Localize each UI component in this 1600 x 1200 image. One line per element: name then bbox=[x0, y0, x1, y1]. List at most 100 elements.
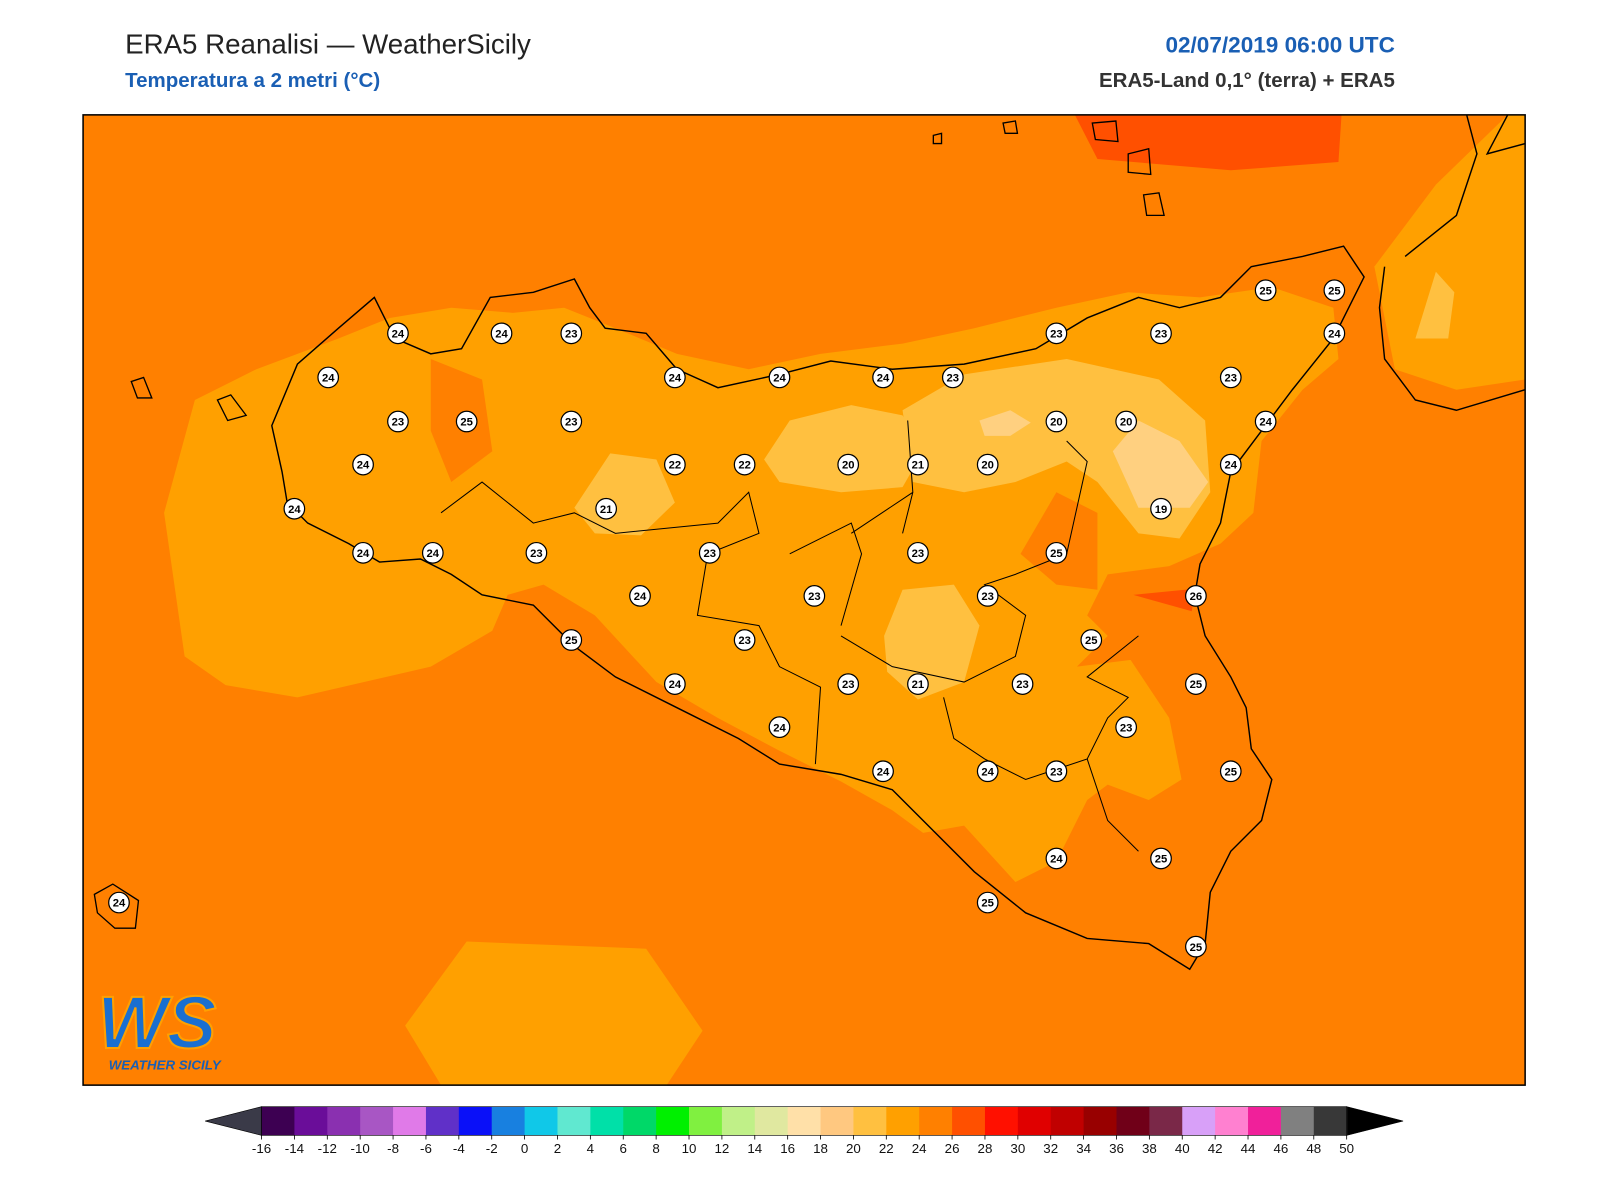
colorbar-tick-label: 8 bbox=[652, 1141, 659, 1156]
station-marker bbox=[108, 891, 130, 914]
station-value: 21 bbox=[600, 504, 613, 516]
station-value: 25 bbox=[1259, 285, 1272, 297]
station-value: 25 bbox=[1190, 942, 1203, 954]
colorbar-tick-label: 0 bbox=[521, 1141, 528, 1156]
station-marker bbox=[560, 322, 583, 345]
station-marker bbox=[1115, 716, 1138, 739]
station-value: 20 bbox=[842, 460, 855, 472]
station-value: 23 bbox=[530, 548, 543, 560]
colorbar-swatch bbox=[853, 1106, 887, 1136]
station-marker bbox=[1323, 322, 1346, 345]
colorbar-swatch bbox=[294, 1106, 328, 1136]
colorbar-tick-label: -12 bbox=[318, 1141, 337, 1156]
calabria-coast bbox=[1378, 114, 1526, 412]
source: ERA5-Land 0,1° (terra) + ERA5 bbox=[1099, 69, 1395, 92]
logo-mark: WS bbox=[97, 981, 216, 1064]
station-marker bbox=[768, 716, 791, 739]
station-value: 23 bbox=[1016, 679, 1029, 691]
station-marker bbox=[1045, 322, 1068, 345]
station-marker bbox=[629, 585, 651, 607]
colorbar-swatch bbox=[952, 1106, 986, 1136]
station-marker bbox=[1219, 760, 1242, 783]
station-value: 25 bbox=[1328, 285, 1341, 297]
station-marker bbox=[976, 760, 999, 783]
station-marker bbox=[698, 541, 721, 564]
station-marker bbox=[1045, 541, 1068, 564]
station-value: 23 bbox=[981, 591, 994, 603]
station-value: 26 bbox=[1190, 591, 1203, 603]
station-marker bbox=[941, 366, 964, 389]
title: ERA5 Reanalisi — WeatherSicily bbox=[125, 28, 531, 59]
colorbar-swatch bbox=[1215, 1106, 1249, 1136]
station-value: 24 bbox=[634, 591, 647, 603]
colorbar-tick-label: 46 bbox=[1273, 1141, 1288, 1156]
colorbar-tick-label: 50 bbox=[1339, 1141, 1354, 1156]
contour-fill bbox=[1074, 114, 1342, 171]
station-marker bbox=[352, 453, 374, 476]
map-frame bbox=[82, 114, 1526, 1086]
colorbar-frame bbox=[261, 1106, 1347, 1136]
station-marker bbox=[1150, 497, 1172, 520]
station-marker bbox=[663, 453, 686, 476]
station-value: 23 bbox=[808, 591, 821, 603]
station-value: 24 bbox=[357, 548, 370, 560]
station-value: 24 bbox=[1328, 328, 1341, 340]
colorbar-tick-label: -8 bbox=[387, 1141, 399, 1156]
colorbar-tick-label: -6 bbox=[420, 1141, 432, 1156]
colorbar-swatch bbox=[754, 1106, 789, 1136]
station-value: 25 bbox=[1225, 766, 1238, 778]
station-marker bbox=[1323, 279, 1346, 302]
station-value: 25 bbox=[1085, 635, 1098, 647]
station-marker bbox=[352, 541, 374, 564]
contour-fill bbox=[764, 405, 924, 493]
station-marker bbox=[907, 453, 929, 476]
colorbar-swatch bbox=[1280, 1106, 1315, 1136]
colorbar-tick-label: -4 bbox=[453, 1141, 465, 1156]
station-marker bbox=[560, 629, 583, 651]
contour-fill bbox=[1415, 271, 1455, 339]
station-value: 23 bbox=[565, 417, 578, 429]
station-value: 20 bbox=[981, 460, 994, 472]
colorbar-tick-label: 44 bbox=[1241, 1141, 1256, 1156]
station-marker bbox=[1011, 673, 1034, 695]
colorbar-swatch bbox=[1313, 1106, 1348, 1136]
contour-fill bbox=[1133, 588, 1195, 612]
colorbar-swatch bbox=[524, 1106, 558, 1136]
colorbar-tick-label: 32 bbox=[1043, 1141, 1058, 1156]
contour-fill bbox=[1112, 420, 1209, 508]
station-value: 23 bbox=[565, 328, 578, 340]
colorbar-swatch bbox=[1050, 1106, 1085, 1136]
colorbar-tick-label: -16 bbox=[252, 1141, 271, 1156]
station-marker bbox=[768, 366, 791, 389]
contour-fill bbox=[884, 584, 980, 700]
colorbar-swatch bbox=[689, 1106, 723, 1136]
station-value: 21 bbox=[912, 679, 925, 691]
colorbar-tick-label: 40 bbox=[1175, 1141, 1190, 1156]
station-value: 24 bbox=[392, 328, 405, 340]
colorbar-tick-label: 4 bbox=[587, 1141, 595, 1156]
station-value: 23 bbox=[1155, 328, 1168, 340]
station-marker bbox=[872, 760, 894, 783]
contour-fill bbox=[1020, 492, 1098, 590]
datetime: 02/07/2019 06:00 UTC bbox=[1165, 32, 1394, 57]
station-value: 25 bbox=[1190, 679, 1203, 691]
colorbar-tick-label: 36 bbox=[1109, 1141, 1124, 1156]
station-marker bbox=[1185, 585, 1207, 607]
station-value: 24 bbox=[877, 766, 890, 778]
colorbar-tick-label: -14 bbox=[285, 1141, 305, 1156]
colorbar-swatch bbox=[360, 1106, 394, 1136]
station-value: 24 bbox=[495, 328, 508, 340]
colorbar-tick-label: 34 bbox=[1076, 1141, 1091, 1156]
station-value: 24 bbox=[981, 766, 994, 778]
station-value: 23 bbox=[842, 679, 855, 691]
stations: 24 24 23 24 23 25 23 24 24 24 24 23 24 24 24 23 23 23 25 25… bbox=[108, 279, 1346, 958]
colorbar-tick-label: 26 bbox=[945, 1141, 960, 1156]
station-marker bbox=[733, 453, 756, 476]
colorbar-under bbox=[205, 1106, 262, 1136]
station-marker bbox=[421, 541, 444, 564]
station-marker bbox=[1219, 453, 1242, 476]
colorbar-swatch bbox=[919, 1106, 953, 1136]
station-value: 24 bbox=[357, 460, 370, 472]
colorbar-swatch bbox=[393, 1106, 427, 1136]
